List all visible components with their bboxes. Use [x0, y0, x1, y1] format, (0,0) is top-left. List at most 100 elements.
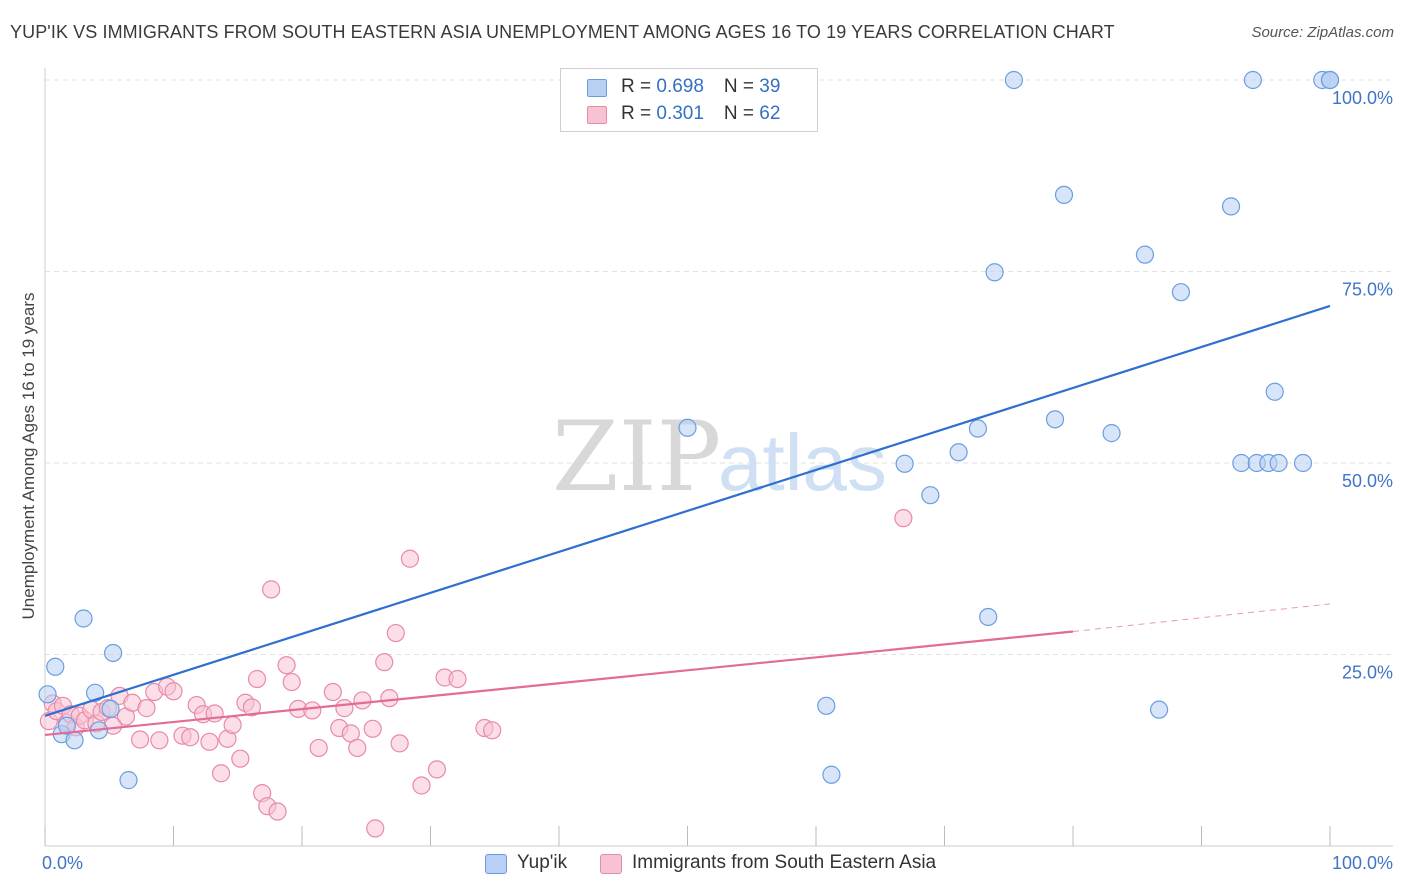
legend-swatch-pink: [600, 854, 622, 874]
y-tick-label: 25.0%: [1342, 663, 1393, 683]
immigrants-point: [277, 656, 296, 675]
immigrants-point: [412, 776, 431, 795]
legend-n-value: 62: [759, 103, 781, 124]
immigrants-point: [200, 732, 219, 751]
legend-label-yupik: Yup'ik: [517, 852, 568, 873]
immigrants-point: [303, 701, 322, 720]
yupik-point: [985, 263, 1004, 282]
yupik-point: [1320, 70, 1340, 90]
immigrants-point: [130, 730, 150, 749]
yupik-point: [895, 454, 914, 473]
yupik-point: [1221, 197, 1241, 216]
y-tick-label: 50.0%: [1342, 471, 1393, 491]
yupik-point: [74, 609, 93, 628]
immigrants-trend-line: [44, 630, 1074, 737]
yupik-point: [101, 699, 120, 718]
y-axis-label: Unemployment Among Ages 16 to 19 years: [19, 293, 38, 620]
yupik-point: [1004, 70, 1023, 90]
watermark-zip: ZIP: [552, 401, 721, 513]
yupik-point: [57, 716, 76, 735]
immigrants-point: [363, 719, 382, 738]
immigrants-point: [262, 580, 281, 599]
y-tick-label: 100.0%: [1332, 88, 1393, 108]
yupik-point: [38, 685, 57, 704]
immigrants-point: [427, 760, 447, 779]
immigrants-points: [39, 509, 913, 838]
yupik-point: [678, 418, 697, 437]
immigrants-point: [181, 728, 200, 747]
yupik-point: [1135, 245, 1155, 264]
immigrants-point: [211, 764, 231, 783]
immigrants-point: [366, 819, 385, 838]
immigrants-point: [268, 802, 287, 821]
immigrants-point: [448, 669, 467, 689]
immigrants-point: [348, 738, 367, 758]
yupik-point: [817, 696, 836, 715]
immigrants-point: [323, 682, 342, 702]
legend-n-label: N =: [723, 76, 760, 97]
yupik-point: [968, 419, 988, 438]
immigrants-point: [247, 669, 267, 689]
immigrants-point: [150, 731, 169, 750]
yupik-point: [1054, 185, 1074, 204]
immigrants-point: [386, 623, 405, 643]
trend-lines: [44, 304, 1331, 737]
chart-title: YUP'IK VS IMMIGRANTS FROM SOUTH EASTERN …: [10, 22, 1115, 42]
immigrants-point: [282, 672, 301, 692]
immigrants-point: [164, 682, 183, 701]
correlation-legend: R = 0.698 N = 39 R = 0.301 N = 62: [560, 68, 818, 132]
yupik-point: [1269, 453, 1288, 473]
immigrants-point: [335, 699, 354, 718]
yupik-point: [46, 657, 65, 676]
legend-label-immigrants: Immigrants from South Eastern Asia: [632, 852, 937, 873]
immigrants-point: [400, 549, 420, 568]
yupik-point: [979, 607, 998, 627]
legend-r-label: R =: [621, 76, 657, 97]
legend-swatch-blue: [587, 79, 607, 97]
yupik-point: [1232, 453, 1251, 473]
source-credit: Source: ZipAtlas.com: [1251, 24, 1394, 41]
immigrants-point: [483, 721, 502, 740]
immigrants-point: [390, 734, 409, 753]
immigrants-point: [353, 691, 372, 710]
immigrants-point: [309, 738, 328, 758]
yupik-trend-line: [44, 304, 1331, 717]
yupik-point: [65, 731, 84, 750]
x-tick-label: 0.0%: [42, 853, 83, 873]
immigrants-trend-extension: [1072, 603, 1331, 633]
immigrants-point: [375, 653, 394, 672]
yupik-point: [822, 765, 841, 784]
yupik-point: [104, 643, 123, 663]
yupik-points: [38, 70, 1340, 790]
immigrants-point: [242, 698, 261, 717]
legend-n-value: 39: [759, 76, 781, 97]
legend-r-value: 0.301: [656, 103, 704, 124]
yupik-point: [1243, 70, 1263, 90]
yupik-point: [1293, 453, 1313, 473]
yupik-point: [949, 443, 968, 462]
y-tick-label: 75.0%: [1342, 280, 1393, 300]
yupik-point: [1149, 700, 1169, 719]
legend-r-label: R =: [621, 103, 657, 124]
legend-swatch-pink: [587, 106, 607, 124]
immigrants-point: [223, 715, 242, 735]
immigrants-point: [894, 509, 913, 528]
yupik-point: [1102, 424, 1121, 443]
legend-n-label: N =: [723, 103, 760, 124]
legend-r-value: 0.698: [656, 76, 704, 97]
yupik-point: [86, 683, 105, 702]
immigrants-point: [231, 749, 250, 768]
yupik-point: [119, 771, 138, 790]
yupik-point: [1171, 283, 1191, 302]
yupik-point: [1045, 410, 1065, 429]
grid-lines: [45, 79, 1393, 655]
yupik-point: [921, 486, 940, 505]
x-tick-label: 100.0%: [1332, 853, 1393, 873]
legend-swatch-blue: [485, 854, 507, 874]
axes: [44, 68, 1393, 847]
tick-labels: 25.0% 50.0% 75.0% 100.0% 0.0% 100.0%: [42, 88, 1393, 873]
immigrants-point: [137, 699, 156, 718]
immigrants-point: [380, 689, 399, 708]
yupik-point: [1265, 382, 1284, 401]
